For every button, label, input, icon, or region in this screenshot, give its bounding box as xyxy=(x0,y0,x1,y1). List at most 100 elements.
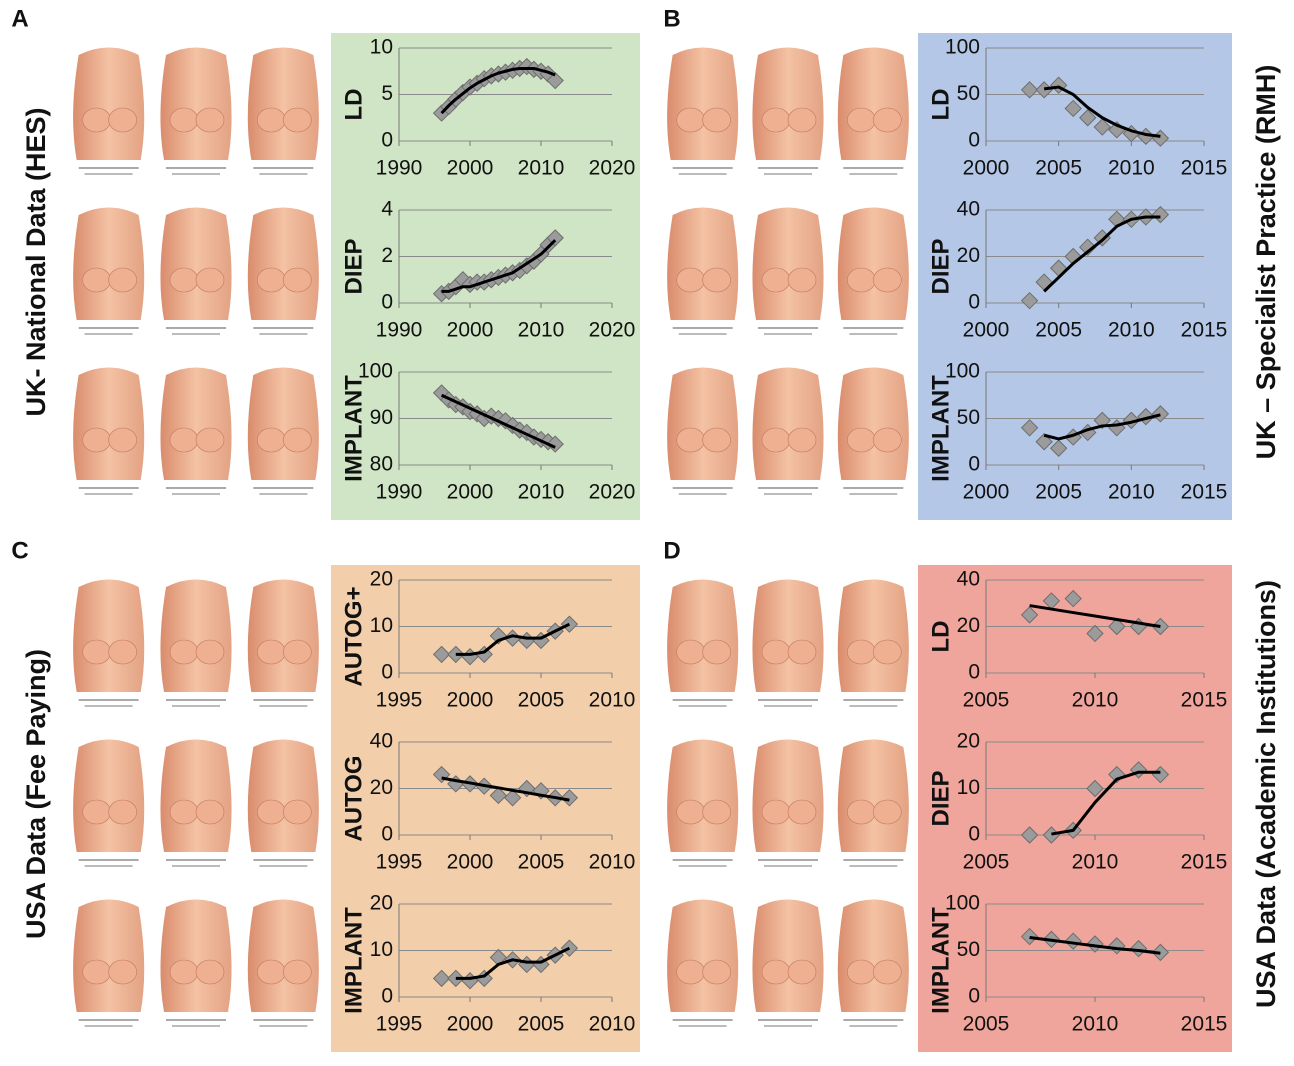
illustration xyxy=(248,580,319,708)
caption-line xyxy=(843,167,903,169)
breast xyxy=(257,640,285,664)
caption-line xyxy=(679,173,727,175)
breast xyxy=(873,428,901,452)
x-tick-label: 1990 xyxy=(376,319,423,342)
torso xyxy=(160,368,231,481)
caption-line xyxy=(172,865,220,867)
y-tick-label: 20 xyxy=(370,568,393,591)
illustration xyxy=(838,900,909,1028)
breast xyxy=(788,428,816,452)
y-axis-label: DIEP xyxy=(927,238,954,294)
illustration xyxy=(160,900,231,1028)
caption-line xyxy=(764,173,812,175)
x-tick-label: 2010 xyxy=(518,157,565,180)
x-tick-label: 2000 xyxy=(963,157,1010,180)
caption-line xyxy=(79,1019,139,1021)
breast xyxy=(283,268,311,292)
caption-line xyxy=(849,1025,897,1027)
y-tick-label: 0 xyxy=(968,823,980,846)
x-tick-label: 2010 xyxy=(1108,319,1155,342)
breast xyxy=(109,108,137,132)
illustration xyxy=(667,580,738,708)
y-tick-label: 40 xyxy=(957,198,980,221)
torso xyxy=(73,48,144,161)
breast xyxy=(83,800,111,824)
illustration xyxy=(73,740,144,868)
x-tick-label: 2010 xyxy=(1072,851,1119,874)
x-tick-label: 2010 xyxy=(518,319,565,342)
torso xyxy=(160,900,231,1013)
caption-line xyxy=(673,487,733,489)
caption-line xyxy=(764,865,812,867)
x-tick-label: 1990 xyxy=(376,481,423,504)
y-axis-label: LD xyxy=(927,89,954,121)
caption-line xyxy=(259,173,307,175)
x-tick-label: 2005 xyxy=(518,689,565,712)
y-tick-label: 10 xyxy=(370,614,393,637)
y-tick-label: 0 xyxy=(968,129,980,152)
x-tick-label: 2015 xyxy=(1181,851,1228,874)
breast xyxy=(83,108,111,132)
caption-line xyxy=(172,493,220,495)
torso xyxy=(667,580,738,693)
caption-line xyxy=(758,327,818,329)
y-tick-label: 50 xyxy=(957,938,980,961)
torso xyxy=(160,580,231,693)
illustration xyxy=(248,900,319,1028)
x-tick-label: 2000 xyxy=(963,481,1010,504)
y-tick-label: 2 xyxy=(381,244,393,267)
torso xyxy=(667,740,738,853)
panel-background xyxy=(918,565,1232,1052)
illustration xyxy=(752,580,823,708)
breast xyxy=(677,960,705,984)
breast xyxy=(257,108,285,132)
y-tick-label: 50 xyxy=(957,82,980,105)
caption-line xyxy=(843,327,903,329)
x-tick-label: 2000 xyxy=(963,319,1010,342)
x-tick-label: 2005 xyxy=(963,1013,1010,1036)
breast xyxy=(847,800,875,824)
breast xyxy=(703,640,731,664)
breast xyxy=(257,268,285,292)
torso xyxy=(160,740,231,853)
x-tick-label: 2005 xyxy=(518,851,565,874)
y-tick-label: 0 xyxy=(381,823,393,846)
caption-line xyxy=(253,327,313,329)
torso xyxy=(838,580,909,693)
breast xyxy=(788,108,816,132)
breast xyxy=(677,428,705,452)
breast xyxy=(257,800,285,824)
y-tick-label: 10 xyxy=(370,36,393,59)
caption-line xyxy=(849,333,897,335)
caption-line xyxy=(79,327,139,329)
caption-line xyxy=(172,333,220,335)
x-tick-label: 2010 xyxy=(589,689,636,712)
x-tick-label: 2010 xyxy=(589,1013,636,1036)
caption-line xyxy=(679,493,727,495)
illustration xyxy=(73,580,144,708)
torso xyxy=(248,740,319,853)
y-tick-label: 0 xyxy=(381,985,393,1008)
x-tick-label: 2000 xyxy=(447,319,494,342)
x-tick-label: 1990 xyxy=(376,157,423,180)
panel-label: B xyxy=(663,5,680,32)
illustration xyxy=(248,740,319,868)
caption-line xyxy=(166,487,226,489)
torso xyxy=(838,368,909,481)
breast xyxy=(196,640,224,664)
x-tick-label: 2005 xyxy=(963,689,1010,712)
y-tick-label: 0 xyxy=(968,291,980,314)
y-axis-label: LD xyxy=(927,621,954,653)
breast xyxy=(283,800,311,824)
breast xyxy=(109,960,137,984)
x-tick-label: 2020 xyxy=(589,481,636,504)
figure: AUK- National Data (HES)LD05101990200020… xyxy=(0,0,1294,1066)
breast xyxy=(109,800,137,824)
caption-line xyxy=(253,859,313,861)
breast xyxy=(196,960,224,984)
breast xyxy=(762,268,790,292)
illustration xyxy=(838,740,909,868)
breast xyxy=(196,800,224,824)
caption-line xyxy=(166,167,226,169)
torso xyxy=(752,48,823,161)
